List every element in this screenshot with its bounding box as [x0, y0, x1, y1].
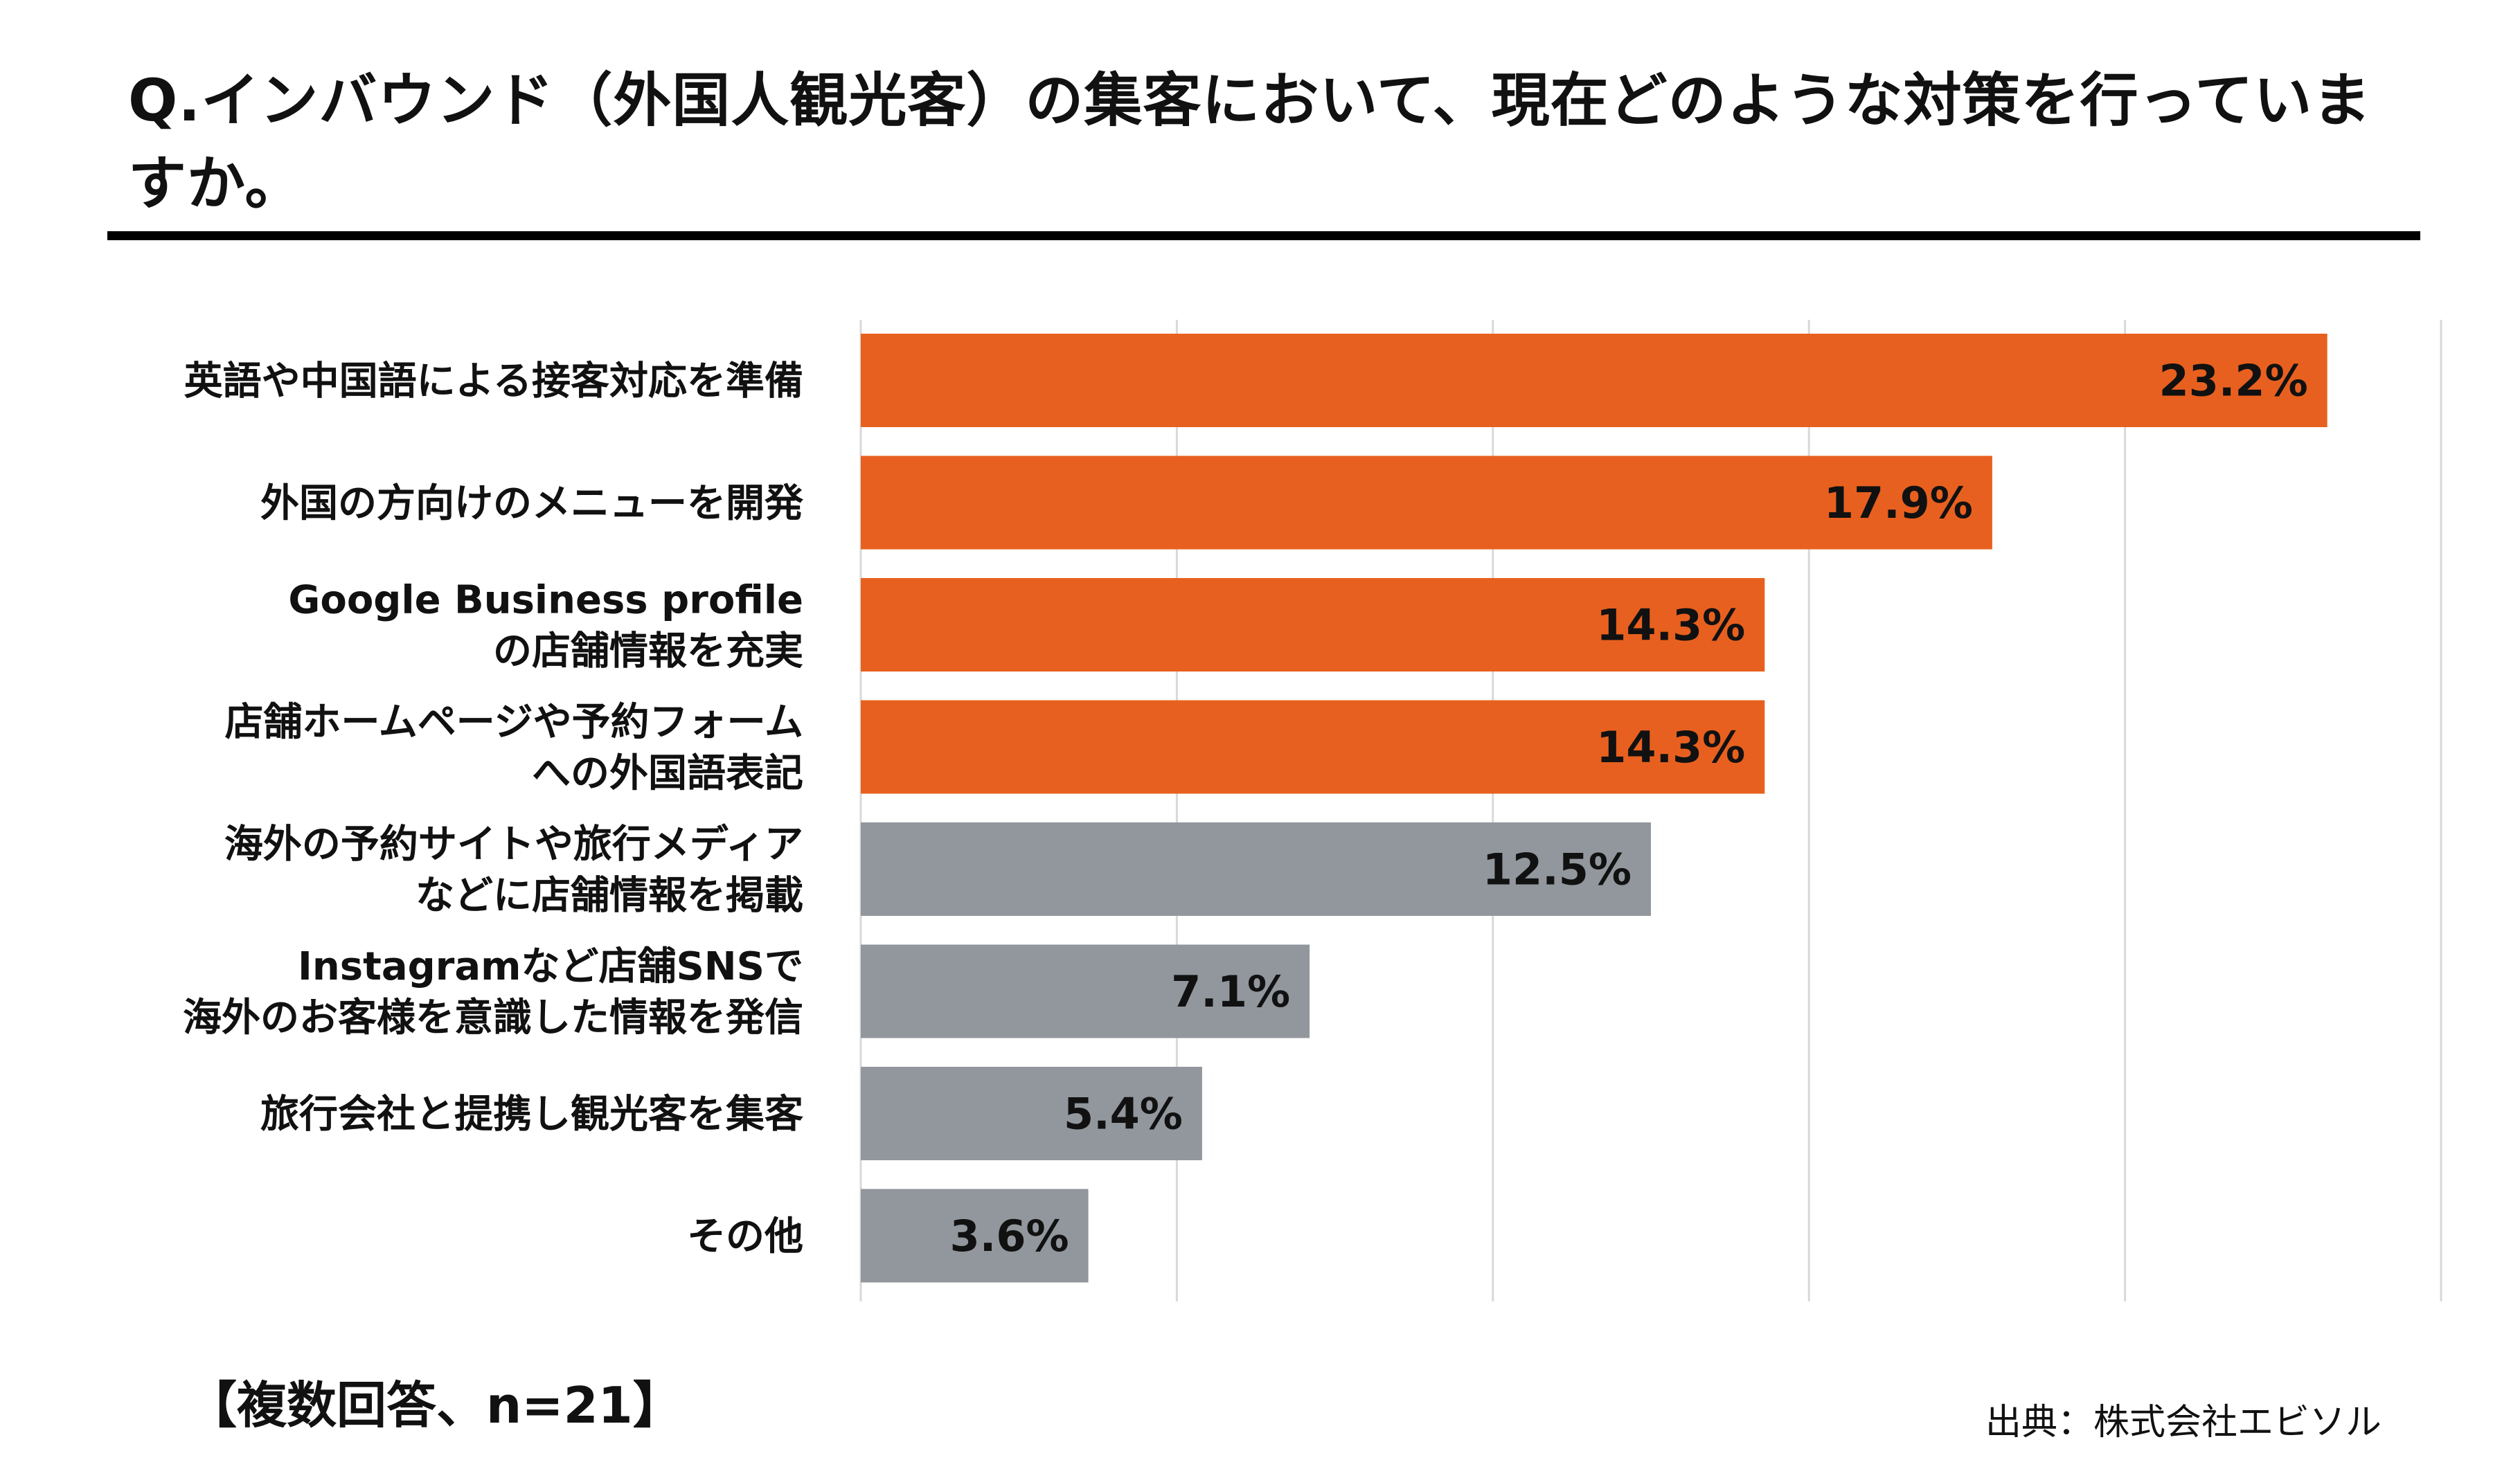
bar	[861, 334, 2327, 427]
data-label: 12.5%	[1483, 845, 1632, 895]
category-label: 海外のお客様を意識した情報を発信	[183, 995, 803, 1040]
data-label: 5.4%	[1064, 1089, 1183, 1139]
category-label: 外国の方向けのメニューを開発	[260, 481, 804, 526]
bar	[861, 456, 1992, 550]
data-label: 23.2%	[2159, 356, 2308, 406]
category-label: Google Business profile	[288, 578, 803, 623]
bar	[861, 1189, 1089, 1283]
response-note: 【複数回答、n=21】	[187, 1376, 683, 1434]
bar	[861, 700, 1765, 794]
category-label: 旅行会社と提携し観光客を集客	[260, 1092, 803, 1137]
title-underline	[107, 231, 2420, 240]
source-credit: 出典：株式会社エビソル	[1985, 1402, 2382, 1443]
data-label: 7.1%	[1171, 966, 1290, 1017]
bar	[861, 1067, 1202, 1160]
data-label: 14.3%	[1596, 600, 1745, 651]
bar	[861, 822, 1651, 916]
category-label: の店舗情報を充実	[493, 629, 803, 674]
category-label: への外国語表記	[532, 751, 803, 796]
category-label: その他	[687, 1214, 803, 1259]
data-label: 17.9%	[1824, 478, 1973, 528]
bar	[861, 578, 1765, 672]
category-label: 英語や中国語による接客対応を準備	[184, 359, 803, 404]
data-label: 3.6%	[950, 1211, 1069, 1261]
bar	[861, 944, 1310, 1038]
category-label: 店舗ホームページや予約フォーム	[224, 700, 803, 745]
chart-title: Q.インバウンド（外国人観光客）の集客において、現在どのような対策を行っています…	[128, 66, 2372, 217]
category-label: などに店舗情報を掲載	[415, 874, 803, 919]
category-label: 海外の予約サイトや旅行メディア	[224, 822, 803, 867]
data-label: 14.3%	[1596, 722, 1745, 773]
category-label: Instagramなど店舗SNSで	[298, 944, 803, 989]
